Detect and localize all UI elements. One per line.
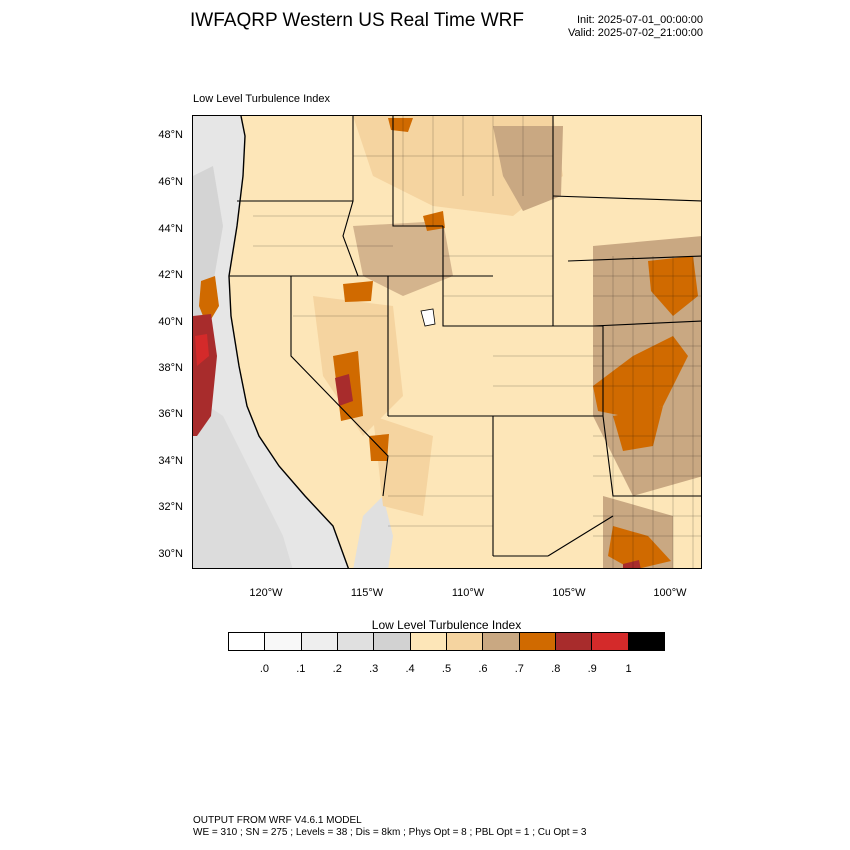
lon-label: 100°W — [653, 587, 687, 599]
lat-label: 48°N — [158, 129, 183, 141]
colorbar-swatch — [374, 633, 411, 650]
region-level-06-montana — [493, 126, 563, 211]
colorbar-tick-label: .9 — [587, 663, 597, 675]
lon-label: 110°W — [451, 587, 485, 599]
lat-label: 30°N — [158, 548, 183, 560]
colorbar-tick-label: .8 — [551, 663, 561, 675]
model-footer: OUTPUT FROM WRF V4.6.1 MODEL WE = 310 ; … — [193, 815, 586, 839]
colorbar-swatch — [301, 633, 338, 650]
footer-config-line: WE = 310 ; SN = 275 ; Levels = 38 ; Dis … — [193, 827, 587, 838]
colorbar-tick-label: .0 — [259, 663, 269, 675]
lon-label: 105°W — [552, 587, 586, 599]
map-subtitle: Low Level Turbulence Index — [193, 93, 330, 105]
region-level-08-nevada — [335, 374, 353, 406]
footer-model-line: OUTPUT FROM WRF V4.6.1 MODEL — [193, 815, 362, 826]
colorbar-swatch — [555, 633, 593, 650]
lon-label: 115°W — [350, 587, 384, 599]
colorbar-swatch — [446, 633, 484, 650]
colorbar-swatch — [628, 633, 664, 650]
region-level-07-oklahoma — [613, 406, 663, 451]
valid-time: Valid: 2025-07-02_21:00:00 — [568, 27, 703, 39]
colorbar-tick-label: .3 — [369, 663, 379, 675]
colorbar-tick-label: .4 — [405, 663, 415, 675]
colorbar-swatch — [410, 633, 447, 650]
lat-label: 34°N — [158, 455, 183, 467]
gulf-of-california — [353, 496, 393, 568]
map-canvas — [193, 116, 701, 568]
run-info: Init: 2025-07-01_00:00:00 Valid: 2025-07… — [520, 14, 703, 40]
colorbar-swatch — [519, 633, 556, 650]
colorbar-swatch — [265, 633, 302, 650]
great-salt-lake — [420, 308, 436, 327]
colorbar-tick-label: 1 — [625, 663, 632, 675]
region-level-07-south-texas — [608, 526, 671, 568]
region-level-06-idaho — [353, 221, 453, 296]
init-time: Init: 2025-07-01_00:00:00 — [577, 14, 703, 26]
colorbar-swatch — [483, 633, 520, 650]
coastline — [228, 116, 350, 568]
lat-label: 40°N — [158, 316, 183, 328]
colorbar-swatch — [337, 633, 375, 650]
plot-title: IWFAQRP Western US Real Time WRF — [190, 10, 524, 31]
colorbar-tick-label: .7 — [514, 663, 524, 675]
region-level-07-idaho — [343, 281, 373, 302]
colorbar — [228, 632, 665, 651]
lon-label: 120°W — [249, 587, 283, 599]
colorbar-swatch — [592, 633, 629, 650]
colorbar-tick-label: .6 — [478, 663, 488, 675]
region-level-07-north — [388, 118, 413, 132]
lat-label: 42°N — [158, 269, 183, 281]
region-level-09-offshore — [195, 334, 209, 366]
colorbar-swatch — [229, 633, 266, 650]
lat-label: 46°N — [158, 176, 183, 188]
colorbar-tick-label: .1 — [296, 663, 306, 675]
colorbar-tick-label: .5 — [441, 663, 452, 675]
region-level-07-kansas — [593, 336, 688, 416]
turbulence-map — [192, 115, 702, 569]
lat-label: 32°N — [158, 501, 183, 513]
region-level-08-texas — [623, 560, 641, 568]
colorbar-tick-label: .2 — [332, 663, 342, 675]
ocean-shade-south — [193, 396, 293, 568]
lat-label: 38°N — [158, 362, 183, 374]
lat-label: 36°N — [158, 408, 183, 420]
region-level-07-nca-coast — [199, 276, 219, 326]
county-lines — [253, 116, 701, 568]
colorbar-title: Low Level Turbulence Index — [371, 618, 522, 632]
lat-label: 44°N — [158, 223, 183, 235]
